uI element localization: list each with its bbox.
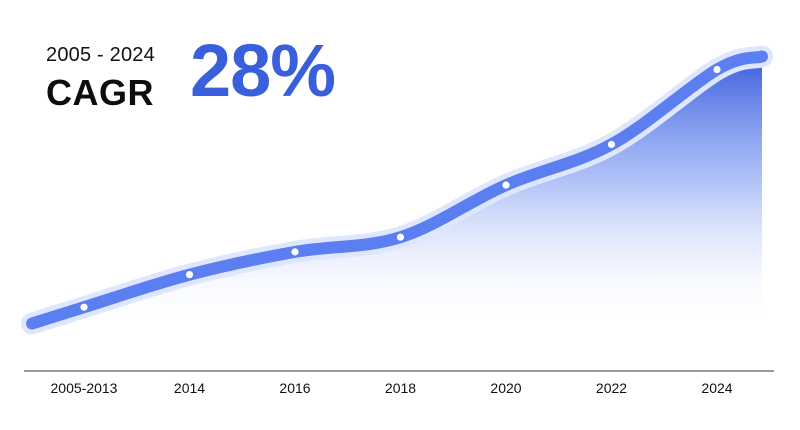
x-tick-label: 2005-2013 — [50, 380, 118, 396]
data-points — [80, 65, 721, 311]
data-point — [80, 303, 88, 311]
data-point — [713, 65, 721, 74]
x-tick-label: 2024 — [701, 380, 733, 396]
x-tick-label: 2014 — [173, 380, 206, 396]
data-point — [502, 181, 510, 189]
data-point — [291, 248, 299, 256]
metric-value: 28% — [190, 29, 336, 112]
x-tick-label: 2016 — [279, 380, 311, 396]
data-point — [396, 233, 405, 241]
x-tick-label: 2020 — [490, 380, 522, 396]
period-label: 2005 - 2024 — [46, 44, 155, 66]
area-fill — [32, 56, 762, 330]
metric-label: CAGR — [46, 72, 154, 113]
data-point — [607, 140, 616, 149]
data-point — [185, 271, 194, 279]
x-tick-label: 2022 — [595, 380, 628, 396]
x-tick-label: 2018 — [384, 380, 417, 396]
